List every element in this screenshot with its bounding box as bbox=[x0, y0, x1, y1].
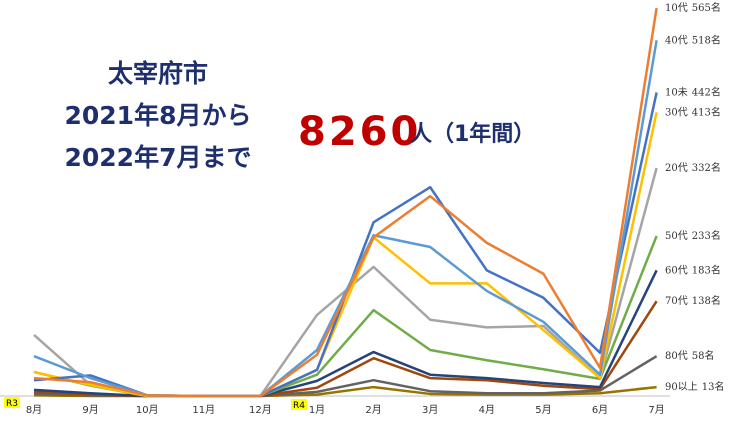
series-label: 30代 413名 bbox=[665, 105, 721, 118]
legend-name: 40代 bbox=[665, 34, 688, 46]
legend-name: 20代 bbox=[665, 162, 688, 174]
x-tick-label: 12月 bbox=[249, 404, 272, 416]
legend-name: 70代 bbox=[665, 295, 688, 307]
data-label: 233名 bbox=[692, 228, 721, 241]
series-label: 80代 58名 bbox=[665, 349, 714, 362]
title-line: 2021年8月から bbox=[65, 101, 252, 130]
series-label: 40代 518名 bbox=[665, 33, 721, 46]
legend-name: 50代 bbox=[665, 229, 688, 241]
series-label: 50代 233名 bbox=[665, 228, 721, 241]
era-mark: R4 bbox=[293, 401, 305, 411]
x-tick-label: 2月 bbox=[365, 404, 381, 416]
series-label: 10未 442名 bbox=[665, 85, 721, 98]
x-tick-label: 5月 bbox=[535, 404, 551, 416]
legend-name: 60代 bbox=[665, 264, 688, 276]
series-label: 60代 183名 bbox=[665, 263, 721, 276]
era-box bbox=[291, 399, 307, 410]
legend-name: 30代 bbox=[665, 106, 688, 118]
data-label: 138名 bbox=[692, 294, 721, 307]
legend-name: 80代 bbox=[665, 350, 688, 362]
era-mark: R3 bbox=[6, 399, 18, 409]
x-tick-label: 7月 bbox=[648, 404, 664, 416]
x-tick-label: 9月 bbox=[82, 404, 98, 416]
x-tick-label: 6月 bbox=[592, 404, 608, 416]
x-tick-label: 11月 bbox=[192, 404, 215, 416]
series-label: 90以上 13名 bbox=[665, 380, 724, 393]
x-tick-label: 3月 bbox=[422, 404, 438, 416]
series-label: 20代 332名 bbox=[665, 161, 721, 174]
era-box bbox=[4, 397, 20, 408]
data-label: 442名 bbox=[692, 85, 721, 98]
legend-name: 90以上 bbox=[665, 381, 698, 393]
data-label: 413名 bbox=[692, 105, 721, 118]
total: 8260 bbox=[298, 109, 421, 155]
data-label: 332名 bbox=[692, 161, 721, 174]
series-label: 70代 138名 bbox=[665, 294, 721, 307]
x-tick-label: 1月 bbox=[309, 404, 325, 416]
series-line bbox=[33, 7, 658, 398]
data-label: 518名 bbox=[692, 33, 721, 46]
title-line: 太宰府市 bbox=[108, 59, 208, 88]
data-label: 565名 bbox=[692, 1, 721, 14]
data-label: 58名 bbox=[692, 349, 715, 362]
total-unit: 人（1年間） bbox=[410, 121, 535, 147]
legend-name: 10代 bbox=[665, 2, 688, 14]
x-tick-label: 10月 bbox=[136, 404, 159, 416]
x-tick-label: 8月 bbox=[26, 404, 42, 416]
data-label: 183名 bbox=[692, 263, 721, 276]
data-label: 13名 bbox=[702, 380, 725, 393]
series-label: 10代 565名 bbox=[665, 1, 721, 14]
title-line: 2022年7月まで bbox=[65, 143, 252, 172]
legend-name: 10未 bbox=[665, 86, 688, 98]
x-tick-label: 4月 bbox=[479, 404, 495, 416]
